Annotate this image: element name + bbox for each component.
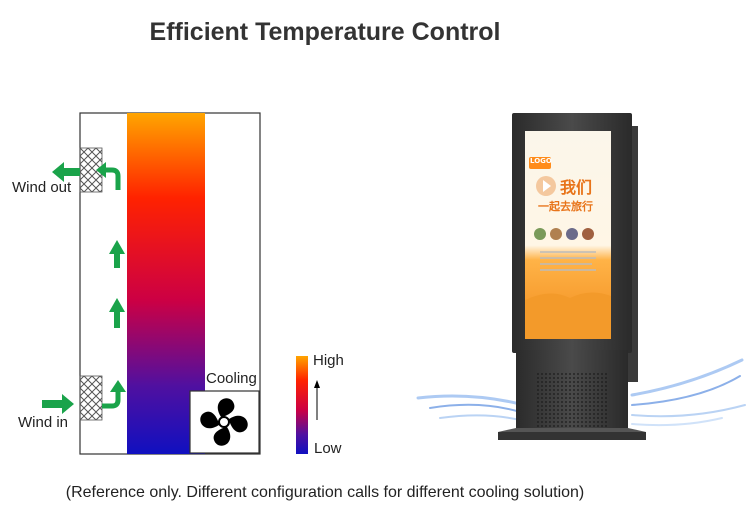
bottom-curve-arrow [102, 380, 126, 409]
cooling-label: Cooling [206, 370, 257, 387]
wind-in-arrow [42, 394, 74, 414]
kiosk-grill [537, 372, 607, 428]
legend-low-label: Low [314, 440, 342, 457]
legend-high-label: High [313, 352, 344, 369]
page-title: Efficient Temperature Control [149, 18, 501, 46]
wind-out-label: Wind out [12, 179, 72, 196]
screen-photo-1 [534, 228, 546, 240]
fan-icon [200, 398, 248, 446]
bottom-vent-mesh [79, 375, 103, 421]
wind-in-label: Wind in [18, 414, 69, 431]
legend-up-arrow [314, 380, 320, 420]
screen-mountains [525, 292, 611, 339]
legend-gradient-bar [296, 356, 308, 454]
top-curve-arrow [96, 162, 121, 190]
screen-text-lines [540, 251, 596, 271]
screen-logo-text: LOGO [530, 157, 552, 165]
screen-heading-2: 一起去旅行 [538, 200, 593, 213]
up-arrow-2 [109, 298, 125, 328]
outdoor-kiosk [498, 113, 646, 440]
wind-out-arrow [52, 162, 80, 182]
up-arrow-1 [109, 240, 125, 268]
airflow-swooshes [416, 358, 746, 427]
screen-logo-badge [529, 157, 551, 169]
screen-heading-1: 我们 [560, 178, 593, 197]
footnote: (Reference only. Different configuration… [65, 484, 585, 501]
screen-photo-3 [566, 228, 578, 240]
screen-photo-2 [550, 228, 562, 240]
screen-photo-4 [582, 228, 594, 240]
